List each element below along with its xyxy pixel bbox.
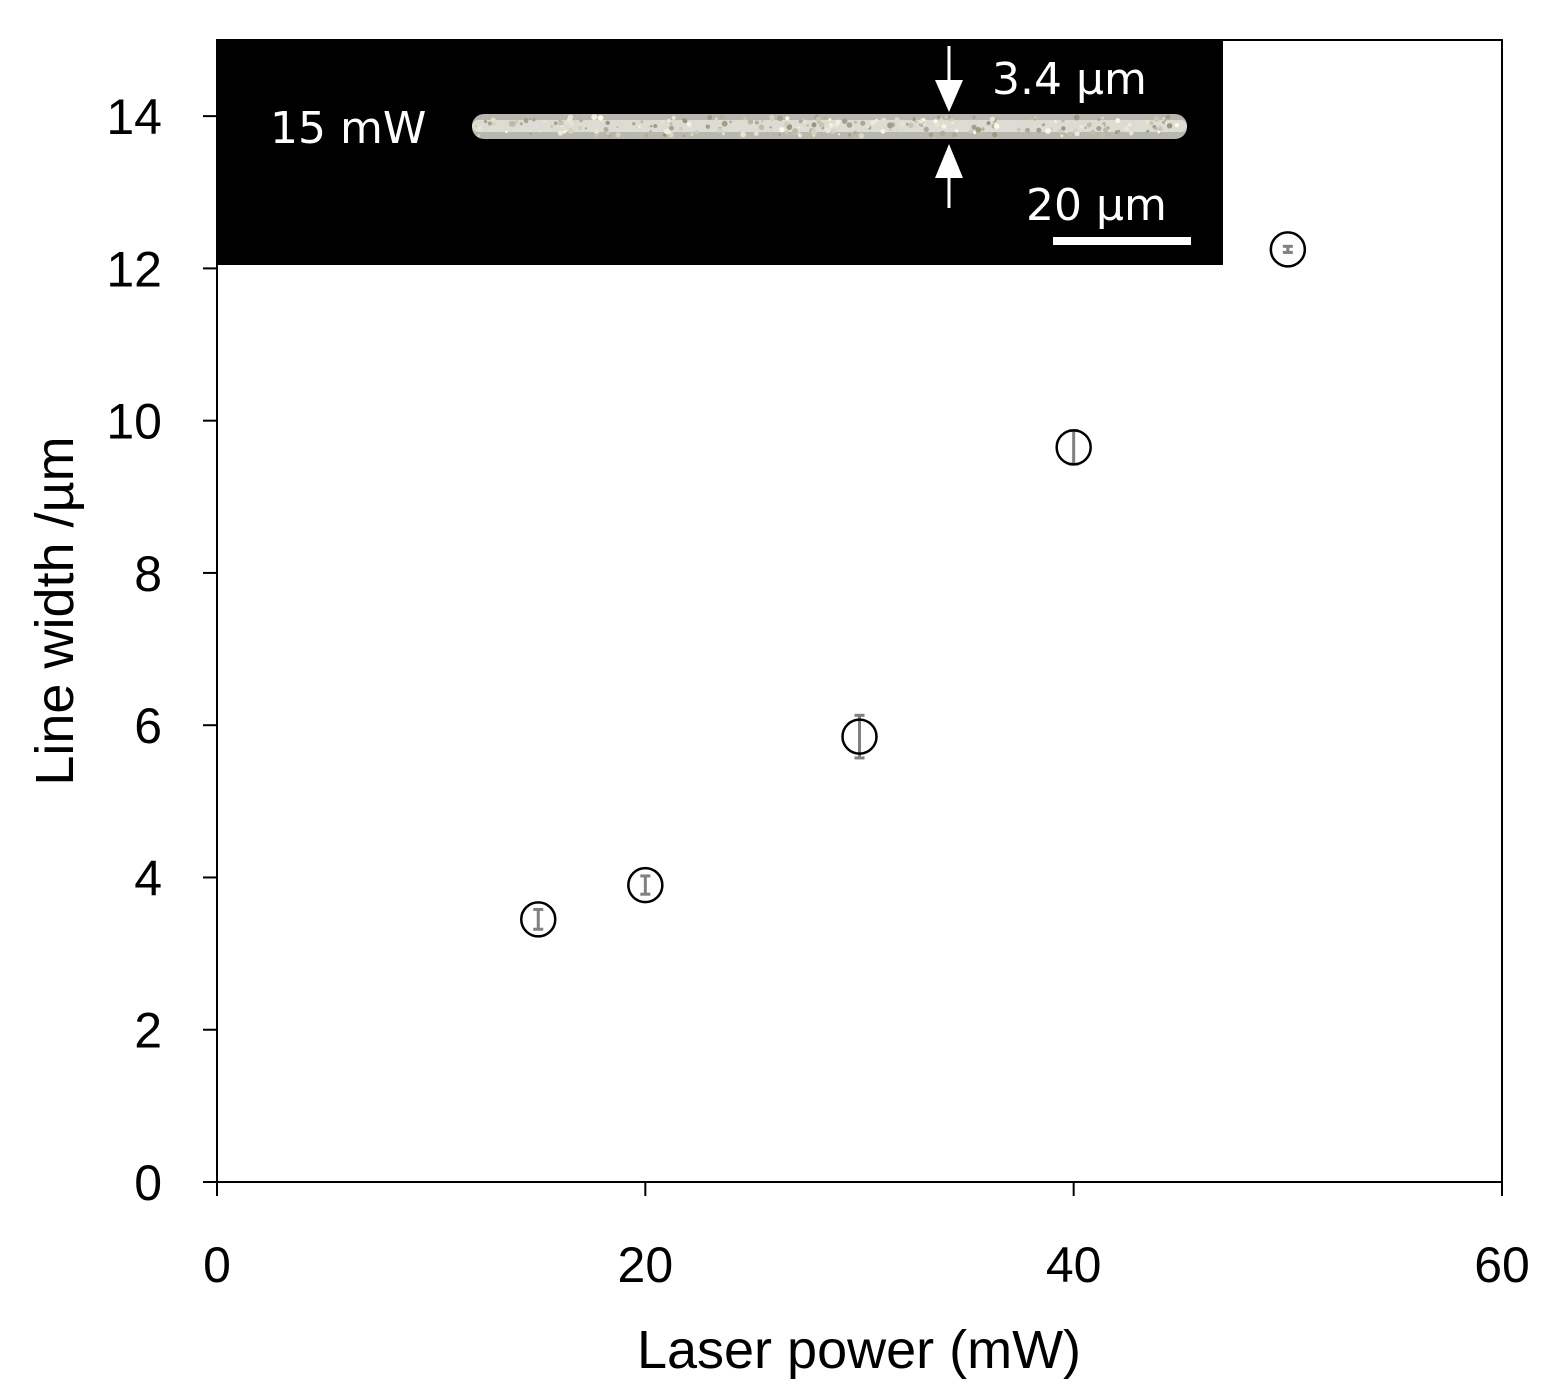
x-axis-ticks: 0 20 40 60 — [203, 1182, 1530, 1293]
y-axis-title: Line width /µm — [25, 436, 85, 785]
y-tick-label: 14 — [106, 89, 162, 145]
inset-width-label: 3.4 µm — [992, 54, 1147, 105]
data-series — [520, 231, 1307, 938]
data-point — [841, 718, 878, 755]
y-axis-ticks: 0 2 4 6 8 10 12 14 — [106, 89, 217, 1211]
x-tick-label: 60 — [1474, 1237, 1530, 1293]
y-tick-label: 0 — [134, 1155, 162, 1211]
x-axis-title: Laser power (mW) — [637, 1320, 1081, 1380]
data-point — [627, 866, 664, 904]
x-tick-label: 20 — [618, 1237, 674, 1293]
width-arrows — [935, 46, 963, 208]
y-tick-label: 10 — [106, 394, 162, 450]
y-tick-label: 12 — [106, 241, 162, 297]
y-tick-label: 2 — [134, 1003, 162, 1059]
x-tick-label: 40 — [1046, 1237, 1102, 1293]
y-tick-label: 6 — [134, 698, 162, 754]
y-tick-label: 8 — [134, 546, 162, 602]
error-bar — [854, 713, 865, 760]
inset-power-label: 15 mW — [270, 103, 426, 154]
error-bar — [640, 874, 651, 896]
data-point — [520, 901, 557, 938]
x-tick-label: 0 — [203, 1237, 231, 1293]
error-bar — [1282, 244, 1293, 254]
scalebar — [1053, 237, 1191, 245]
inset-background — [217, 40, 1223, 265]
inset-micrograph: 15 mW 3.4 µm 20 µm — [217, 40, 1223, 265]
data-point — [1055, 429, 1092, 466]
y-tick-label: 4 — [134, 850, 162, 906]
scalebar-label: 20 µm — [1026, 180, 1167, 231]
data-point — [1269, 231, 1307, 268]
error-bar — [533, 907, 544, 931]
line-speckle-texture — [475, 114, 1180, 139]
